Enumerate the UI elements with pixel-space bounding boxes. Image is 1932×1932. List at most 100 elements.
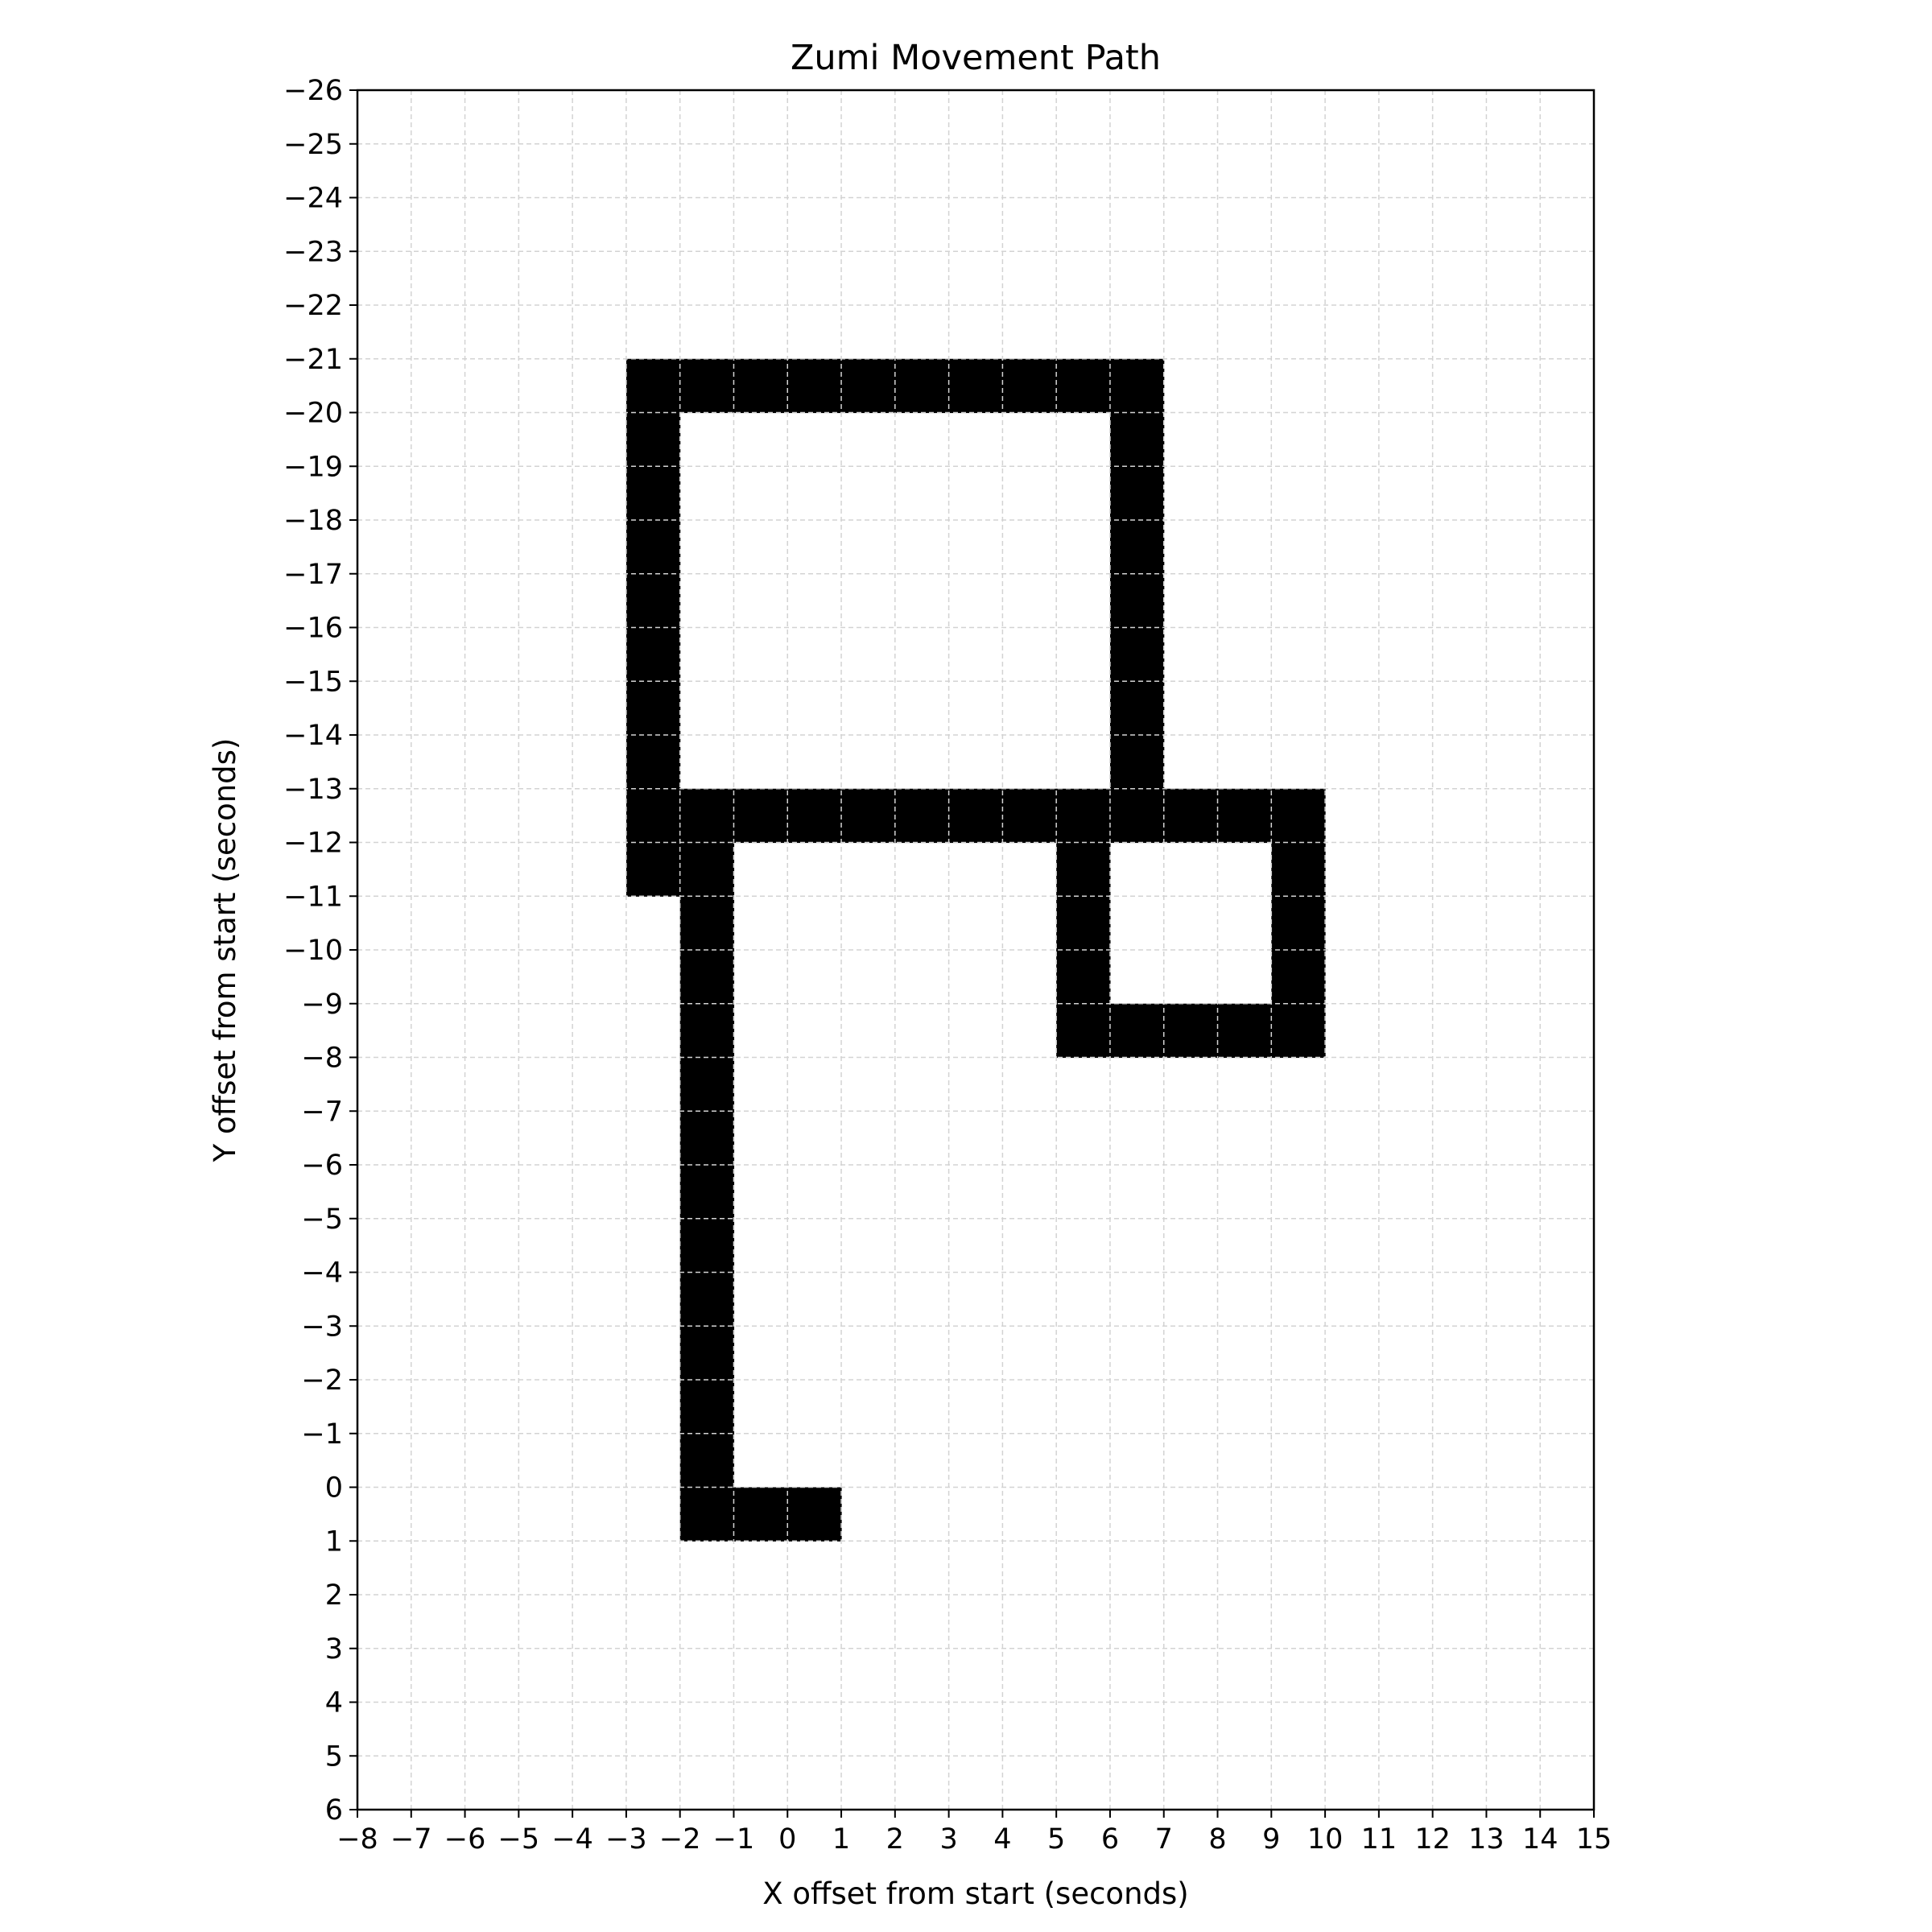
path-cell: [1056, 950, 1111, 1005]
path-cell: [679, 1165, 735, 1220]
path-cell: [1271, 1003, 1326, 1059]
path-cell: [625, 466, 681, 521]
y-tick-label: −14: [283, 720, 343, 752]
path-cell: [1271, 896, 1326, 951]
path-cell: [733, 358, 788, 414]
x-tick-label: 8: [1208, 1823, 1226, 1856]
path-cell: [733, 788, 788, 844]
path-cell: [625, 412, 681, 467]
path-cell: [1109, 358, 1165, 414]
x-tick-label: 9: [1262, 1823, 1280, 1856]
y-tick-label: −26: [283, 75, 343, 107]
y-tick-label: −15: [283, 666, 343, 698]
y-tick-label: 2: [325, 1579, 343, 1612]
x-tick-label: −4: [551, 1823, 593, 1856]
x-tick-label: 13: [1468, 1823, 1505, 1856]
path-cell: [625, 358, 681, 414]
y-tick-label: 6: [325, 1794, 343, 1827]
path-cell: [1002, 788, 1057, 844]
path-cell: [841, 358, 896, 414]
path-cell: [1217, 1003, 1272, 1059]
y-axis-label: Y offset from start (seconds): [208, 738, 242, 1163]
path-cell: [679, 1003, 735, 1059]
path-cell: [787, 358, 842, 414]
path-cell: [841, 788, 896, 844]
y-tick-label: −21: [283, 344, 343, 376]
path-cell: [1109, 681, 1165, 736]
path-cell: [679, 1272, 735, 1327]
path-cell: [679, 896, 735, 951]
path-cell: [1271, 788, 1326, 844]
y-tick-label: −20: [283, 398, 343, 430]
path-cell: [787, 788, 842, 844]
x-tick-label: 12: [1414, 1823, 1451, 1856]
visited-cells: [625, 358, 1326, 1542]
y-tick-label: −1: [301, 1418, 343, 1451]
grid-lines: [357, 90, 1594, 1810]
path-cell: [894, 358, 950, 414]
path-cell: [625, 573, 681, 629]
path-cell: [1271, 842, 1326, 897]
y-axis-ticks: −26−25−24−23−22−21−20−19−18−17−16−15−14−…: [283, 75, 357, 1827]
y-tick-label: −23: [283, 236, 343, 268]
y-tick-label: −18: [283, 505, 343, 537]
y-tick-label: −19: [283, 451, 343, 483]
x-tick-label: −8: [336, 1823, 378, 1856]
y-tick-label: −2: [301, 1364, 343, 1397]
y-tick-label: −5: [301, 1203, 343, 1236]
y-tick-label: 4: [325, 1687, 343, 1719]
path-cell: [679, 1326, 735, 1381]
path-cell: [625, 520, 681, 575]
y-tick-label: −6: [301, 1150, 343, 1182]
path-cell: [625, 842, 681, 897]
path-cell: [1109, 412, 1165, 467]
path-cell: [625, 681, 681, 736]
x-tick-label: 5: [1047, 1823, 1065, 1856]
path-cell: [679, 1380, 735, 1435]
path-cell: [1271, 950, 1326, 1005]
path-cell: [787, 1487, 842, 1542]
path-cell: [679, 358, 735, 414]
path-cell: [679, 1218, 735, 1274]
y-tick-label: −3: [301, 1311, 343, 1343]
y-tick-label: −11: [283, 881, 343, 913]
x-axis-ticks: −8 −7 −6 −5 −4 −3 −2 −1 0 1 2 3 4 5 6 7 8 9 10 11 12 13 14 15: [336, 1810, 1612, 1856]
path-cell: [679, 1487, 735, 1542]
y-tick-label: −24: [283, 183, 343, 215]
path-cell: [679, 1433, 735, 1488]
x-tick-label: 6: [1101, 1823, 1119, 1856]
y-tick-label: −8: [301, 1042, 343, 1075]
x-tick-label: 14: [1522, 1823, 1558, 1856]
x-tick-label: −5: [498, 1823, 540, 1856]
y-tick-label: 1: [325, 1525, 343, 1558]
y-tick-label: 3: [325, 1633, 343, 1666]
x-tick-label: 11: [1361, 1823, 1397, 1856]
x-tick-label: 0: [778, 1823, 796, 1856]
path-cell: [625, 627, 681, 682]
x-tick-label: 2: [886, 1823, 904, 1856]
x-tick-label: 7: [1155, 1823, 1173, 1856]
path-cell: [733, 1487, 788, 1542]
x-tick-label: 3: [939, 1823, 957, 1856]
y-tick-label: −4: [301, 1257, 343, 1290]
path-cell: [1217, 788, 1272, 844]
path-cell: [1002, 358, 1057, 414]
path-cell: [679, 842, 735, 897]
path-cell: [1056, 358, 1111, 414]
path-cell: [1109, 627, 1165, 682]
y-tick-label: −25: [283, 129, 343, 161]
y-tick-label: −17: [283, 559, 343, 591]
path-cell: [1109, 1003, 1165, 1059]
y-tick-label: −7: [301, 1096, 343, 1128]
x-tick-label: −2: [659, 1823, 701, 1856]
path-cell: [625, 735, 681, 790]
x-tick-label: −7: [390, 1823, 432, 1856]
path-cell: [1109, 788, 1165, 844]
path-cell: [679, 788, 735, 844]
path-cell: [679, 950, 735, 1005]
path-cell: [894, 788, 950, 844]
x-tick-label: −3: [605, 1823, 647, 1856]
path-cell: [1056, 842, 1111, 897]
y-tick-label: −22: [283, 290, 343, 322]
